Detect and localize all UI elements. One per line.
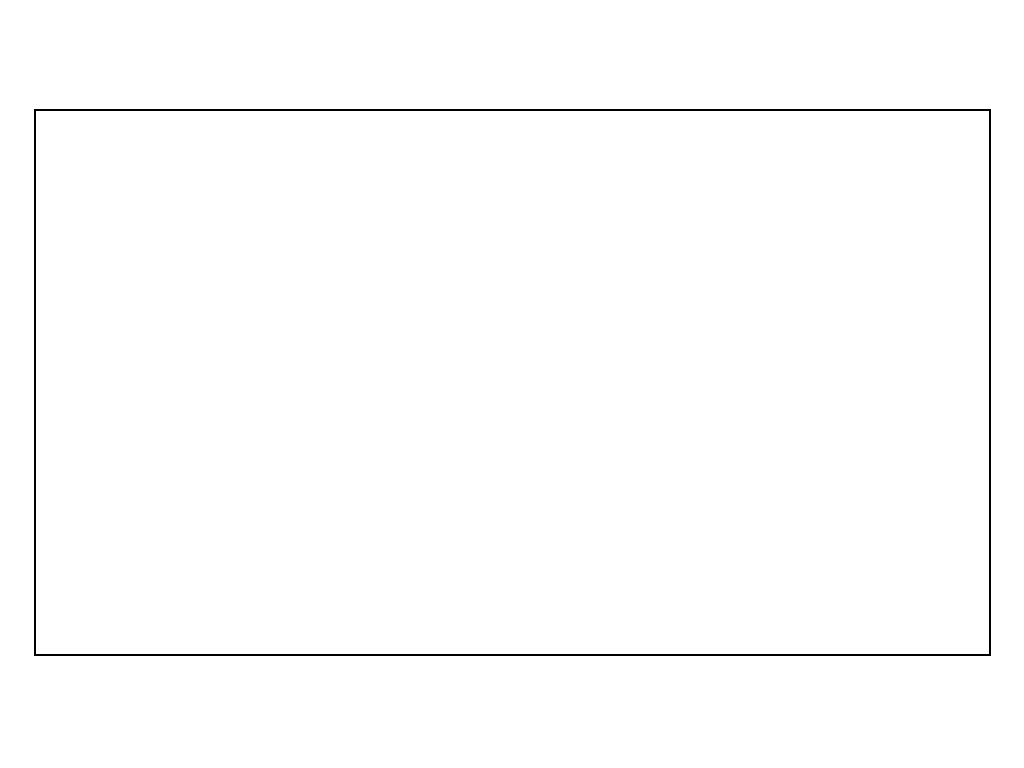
map-frame: [34, 109, 991, 656]
